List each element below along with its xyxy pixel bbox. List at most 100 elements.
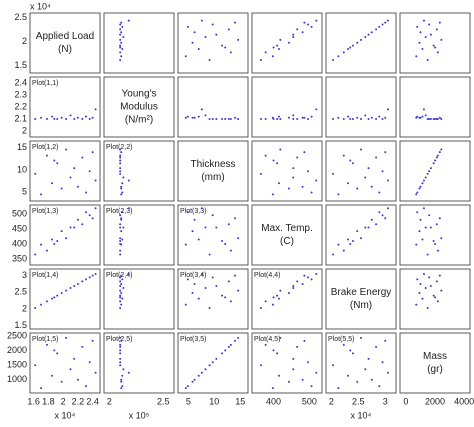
point (76, 378, 79, 381)
point (69, 114, 72, 117)
point (88, 361, 91, 364)
point (91, 339, 94, 342)
point (234, 217, 237, 220)
point (119, 156, 122, 159)
point (204, 114, 207, 117)
point (303, 116, 306, 119)
point (45, 249, 48, 252)
point (342, 51, 345, 54)
point (119, 289, 122, 292)
point (435, 223, 438, 226)
y-tick-label: 2.5 (14, 287, 27, 297)
y-tick-label: 2.5 (14, 12, 27, 22)
point (351, 240, 354, 242)
panel (251, 140, 323, 202)
point (211, 118, 214, 120)
point (229, 51, 232, 54)
point (69, 287, 72, 289)
panel (177, 204, 249, 266)
point (119, 343, 122, 346)
point (440, 118, 443, 120)
y-tick-label: 2 (22, 303, 27, 313)
point (360, 336, 362, 339)
point (303, 151, 306, 154)
point (276, 44, 279, 47)
point (81, 280, 84, 283)
point (204, 226, 207, 229)
point (347, 48, 350, 50)
point (208, 307, 211, 309)
point (426, 118, 429, 120)
point (436, 300, 439, 303)
point (40, 116, 43, 119)
point (65, 289, 68, 292)
point (277, 115, 280, 118)
point (428, 276, 431, 279)
point (215, 357, 218, 360)
point (381, 361, 384, 364)
point (301, 116, 304, 119)
x-tick-label: 2.2 (72, 396, 85, 406)
point (186, 211, 189, 214)
point (337, 55, 340, 58)
point (347, 182, 350, 185)
point (76, 116, 79, 119)
point (272, 46, 275, 49)
panel (251, 332, 323, 394)
point (264, 118, 267, 120)
point (91, 274, 94, 277)
point (211, 214, 214, 217)
point (364, 36, 367, 38)
point (424, 226, 427, 229)
point (200, 273, 203, 275)
point (76, 283, 79, 285)
point (197, 48, 200, 50)
point (375, 156, 378, 159)
point (120, 380, 123, 383)
point (56, 294, 59, 297)
point (364, 226, 367, 229)
point (347, 238, 350, 241)
panel (325, 140, 397, 202)
panel (177, 268, 249, 330)
point (438, 274, 441, 277)
point (119, 23, 122, 26)
point (419, 116, 422, 119)
point (119, 162, 122, 165)
point (197, 238, 200, 241)
point (287, 187, 290, 190)
point (60, 292, 63, 294)
point (310, 385, 313, 388)
point (221, 352, 224, 355)
point (367, 357, 370, 360)
y-tick-label: 400 (12, 238, 27, 248)
panel (29, 332, 101, 394)
point (440, 148, 443, 151)
point (197, 115, 200, 118)
point (56, 352, 59, 355)
point (73, 285, 76, 287)
point (296, 28, 299, 31)
point (381, 23, 384, 26)
point (234, 274, 237, 277)
point (301, 283, 304, 285)
point (191, 292, 194, 294)
point (370, 116, 373, 119)
point (307, 276, 309, 279)
point (81, 345, 84, 348)
point (434, 296, 437, 299)
point (121, 211, 124, 214)
point (191, 41, 194, 44)
point (292, 36, 295, 38)
y-tick-label: 3 (22, 270, 27, 280)
point (120, 41, 123, 44)
point (440, 38, 443, 41)
point (229, 300, 232, 303)
panel (399, 76, 471, 138)
point (279, 118, 282, 120)
point (224, 243, 227, 245)
point (303, 274, 306, 277)
y-tick-label: 1.5 (14, 320, 27, 330)
point (415, 55, 418, 58)
